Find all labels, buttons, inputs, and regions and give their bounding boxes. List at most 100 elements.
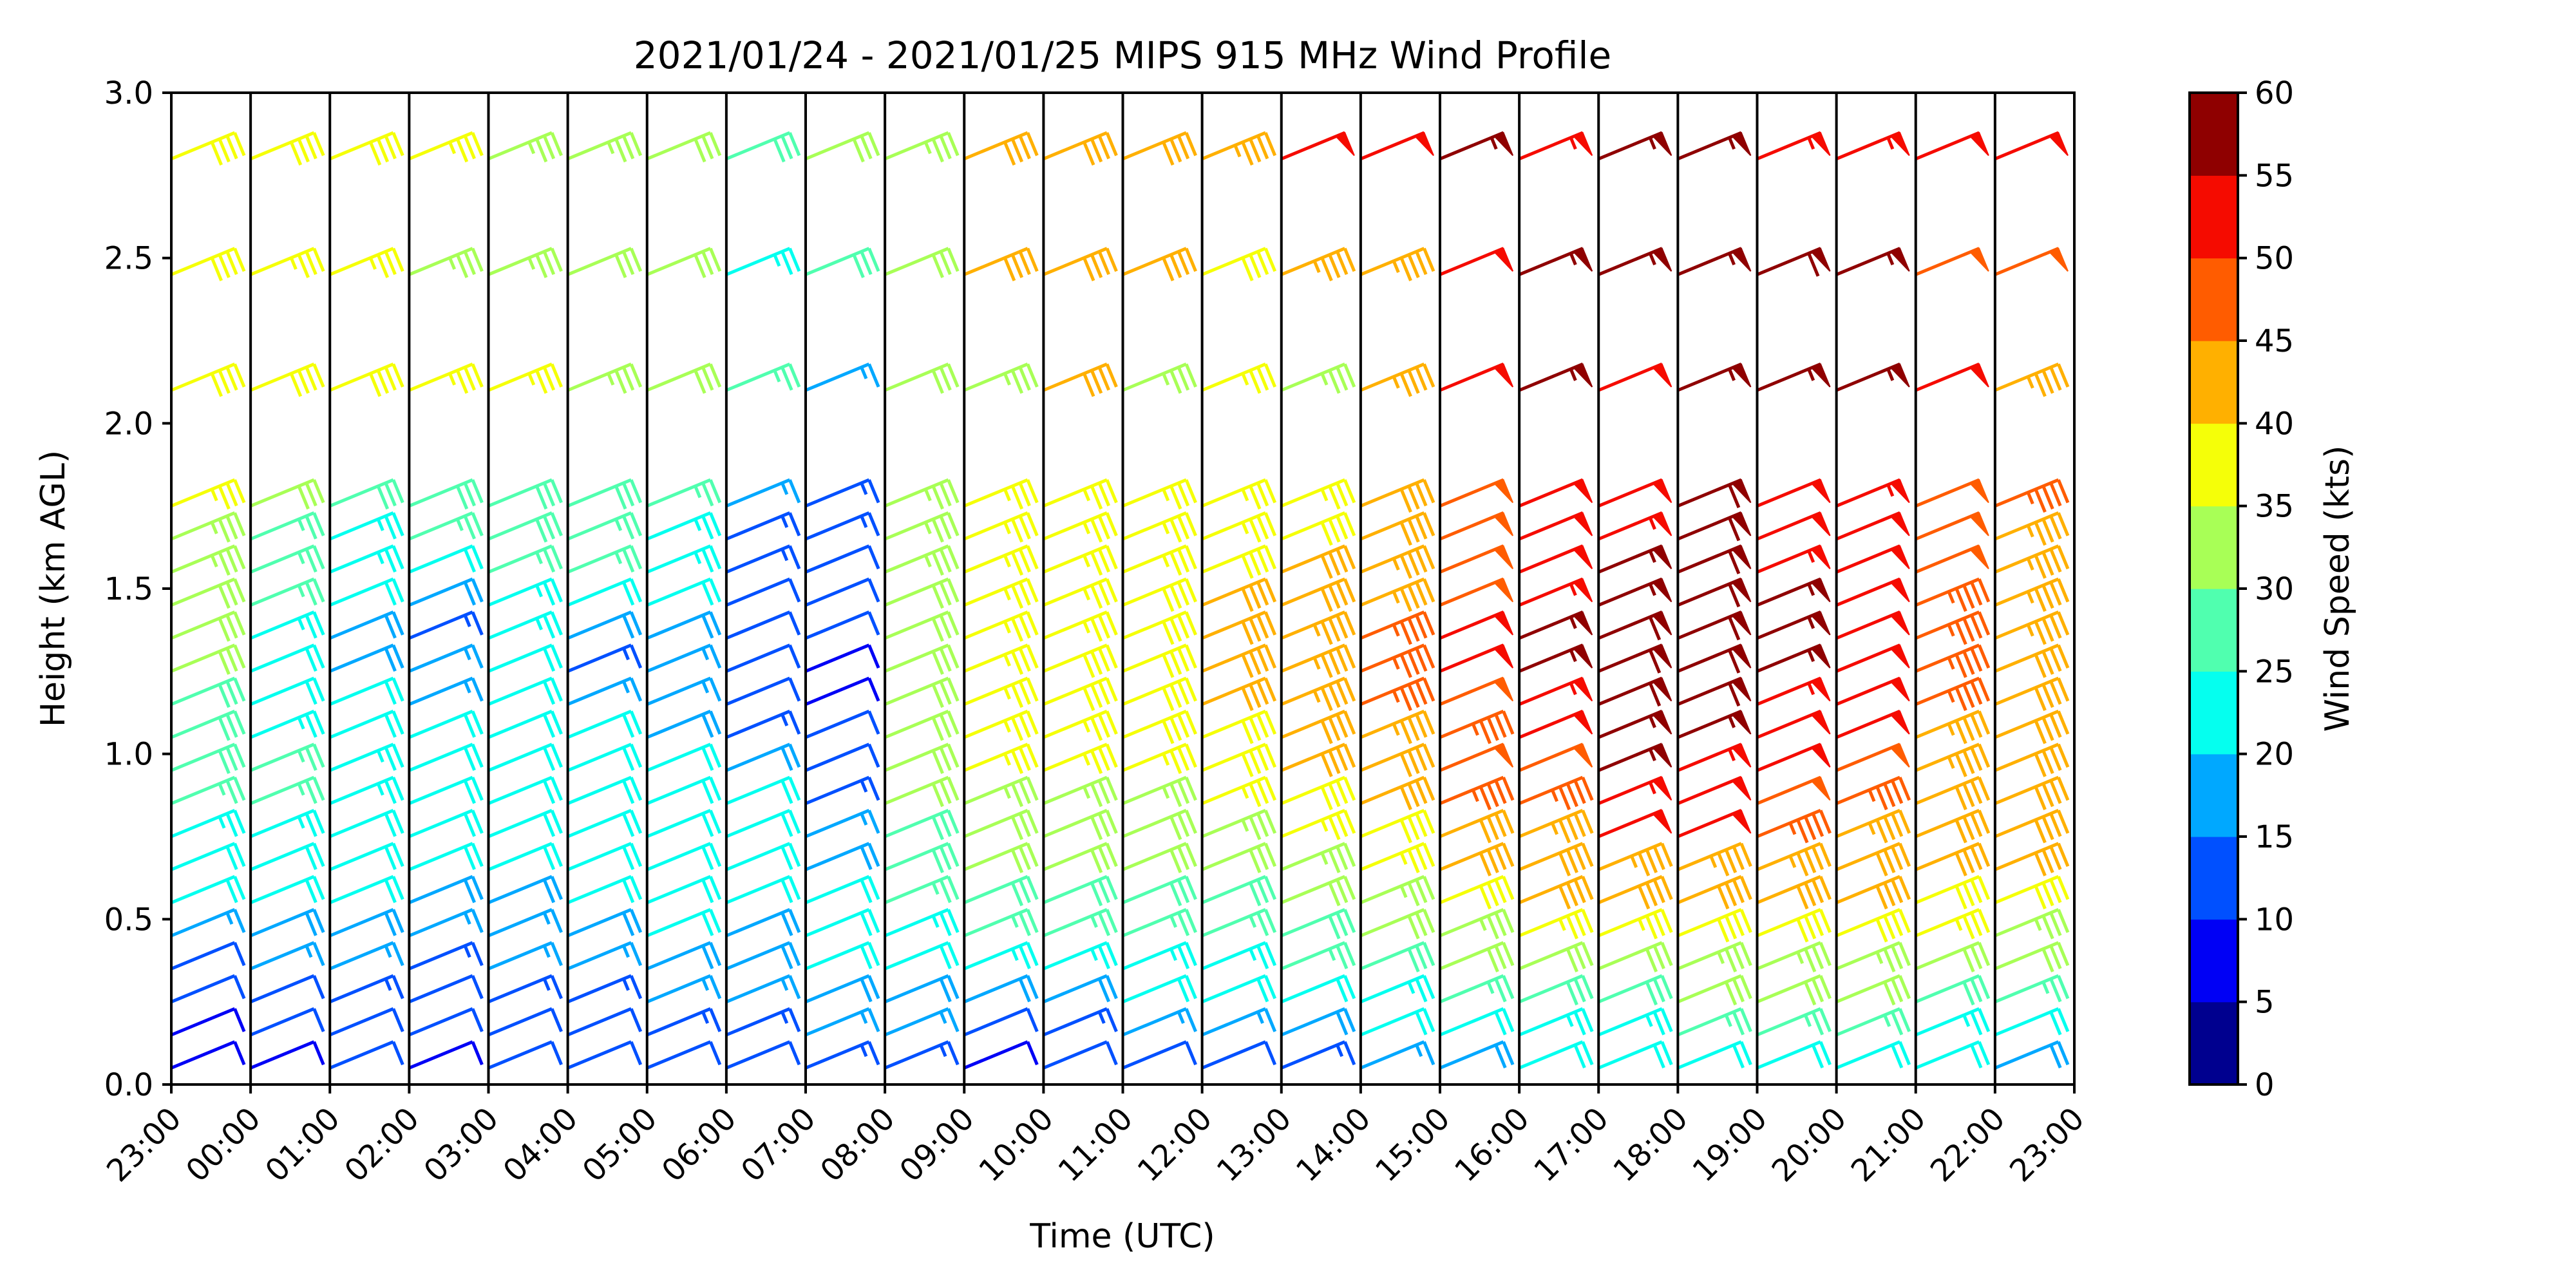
barb-flag xyxy=(1018,581,1031,606)
barb-flag xyxy=(1811,813,1824,837)
barb-pennant xyxy=(1889,478,1910,504)
barb-flag xyxy=(867,512,880,536)
barb-flag xyxy=(1010,650,1024,675)
barb-flag xyxy=(701,614,714,639)
barb-flag xyxy=(1097,614,1110,639)
x-tick-label: 23:00 xyxy=(100,1101,188,1189)
barb-half-flag xyxy=(1328,948,1336,961)
wind-barb xyxy=(1280,974,1356,1003)
barb-shaft xyxy=(1677,941,1742,971)
barb-shaft xyxy=(884,809,949,838)
barb-flag xyxy=(392,876,404,900)
barb-shaft xyxy=(488,743,553,772)
barb-flag xyxy=(1090,683,1103,708)
barb-half-flag xyxy=(931,915,940,928)
barb-shaft xyxy=(1201,775,1267,805)
barb-shaft xyxy=(963,643,1028,673)
barb-shaft xyxy=(1280,611,1346,640)
wind-barb xyxy=(1043,875,1118,907)
barb-pennant xyxy=(1573,644,1593,668)
wind-barb xyxy=(1598,577,1672,607)
barb-flag xyxy=(1256,878,1269,904)
barb-shaft xyxy=(1122,478,1187,507)
barb-half-flag xyxy=(1648,517,1656,530)
barb-shaft xyxy=(1439,941,1504,971)
barb-flag xyxy=(392,810,404,834)
barb-flag xyxy=(1249,717,1262,741)
wind-barb xyxy=(567,743,643,772)
barb-flag xyxy=(1090,650,1103,675)
barb-flag xyxy=(1264,545,1277,570)
barb-flag xyxy=(708,677,722,702)
barb-flag xyxy=(384,135,397,160)
barb-shaft xyxy=(1677,842,1742,871)
barb-flag xyxy=(1423,644,1435,669)
wind-barb xyxy=(1122,511,1197,543)
barb-half-flag xyxy=(1566,1014,1574,1027)
wind-barb xyxy=(171,842,246,871)
barb-flag xyxy=(1811,1044,1824,1068)
barb-flag xyxy=(614,138,627,163)
y-tick-label: 0.0 xyxy=(104,1067,153,1103)
barb-shaft xyxy=(1598,1007,1663,1037)
barb-flag xyxy=(1090,584,1103,609)
barb-flag xyxy=(1423,677,1435,702)
barb-shaft xyxy=(725,676,791,706)
wind-barb xyxy=(805,544,880,574)
barb-half-flag xyxy=(923,554,932,568)
barb-flag xyxy=(701,779,714,804)
wind-barb xyxy=(250,363,325,397)
barb-flag xyxy=(621,482,635,507)
barb-flag xyxy=(1573,945,1586,969)
barb-flag xyxy=(218,138,231,163)
barb-pennant xyxy=(1969,478,1989,504)
wind-barb xyxy=(250,974,325,1003)
barb-flag xyxy=(550,644,563,669)
barb-pennant xyxy=(1731,710,1752,735)
barb-half-flag xyxy=(448,257,457,270)
barb-flag xyxy=(1090,717,1103,741)
wind-barb xyxy=(1756,363,1831,392)
wind-barb xyxy=(725,676,801,706)
barb-flag xyxy=(2049,1011,2062,1036)
barb-shaft xyxy=(1994,511,2060,541)
barb-flag xyxy=(1177,813,1190,837)
wind-barb xyxy=(1677,676,1752,707)
barb-flag xyxy=(392,975,404,999)
barb-flag xyxy=(1962,618,1975,642)
barb-flag xyxy=(384,714,397,738)
barb-flag xyxy=(225,746,238,771)
barb-flag xyxy=(629,132,643,156)
barb-shaft xyxy=(1201,743,1267,772)
barb-flag xyxy=(1977,876,1991,900)
barb-half-flag xyxy=(1392,657,1400,670)
barb-half-flag xyxy=(1392,690,1400,703)
barb-half-flag xyxy=(860,779,868,793)
barb-flag xyxy=(1399,554,1412,579)
wind-barb xyxy=(488,842,563,871)
barb-flag xyxy=(1581,777,1594,801)
wind-barb xyxy=(963,363,1039,394)
barb-flag xyxy=(1343,777,1356,801)
barb-shaft xyxy=(171,643,236,673)
barb-shaft xyxy=(1519,941,1584,971)
wind-barb xyxy=(805,1040,880,1070)
barb-flag xyxy=(312,1041,325,1066)
barb-flag xyxy=(1648,649,1662,674)
barb-shaft xyxy=(408,908,473,938)
wind-barb xyxy=(1043,908,1118,938)
wind-barb xyxy=(1519,611,1593,640)
wind-barb xyxy=(963,710,1039,741)
barb-shaft xyxy=(171,131,236,160)
barb-flag xyxy=(1177,978,1190,1003)
barb-flag xyxy=(1026,876,1039,900)
wind-barb xyxy=(1439,775,1515,811)
wind-barb xyxy=(1359,775,1435,811)
wind-barb xyxy=(567,131,643,163)
wind-barb xyxy=(1122,809,1197,840)
barb-half-flag xyxy=(614,518,623,531)
barb-shaft xyxy=(1835,643,1901,673)
wind-barb xyxy=(1122,611,1197,645)
barb-flag xyxy=(621,779,635,804)
barb-pennant xyxy=(1573,478,1593,504)
